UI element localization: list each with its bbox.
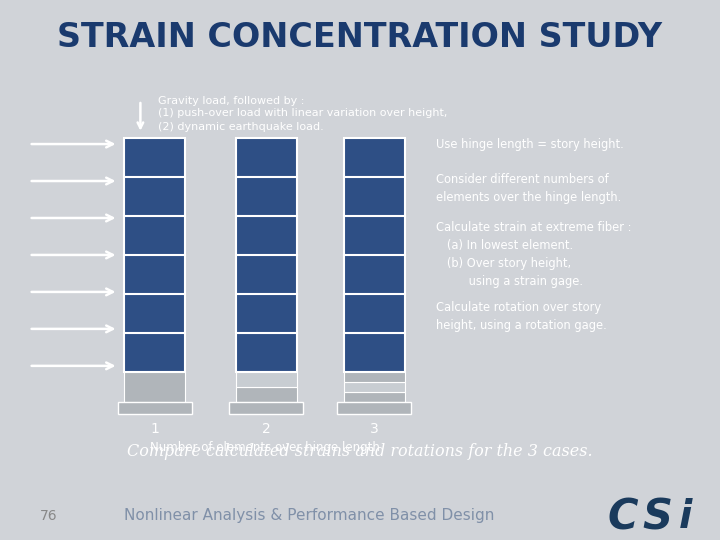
Bar [124, 138, 186, 372]
Bar [344, 382, 405, 392]
Text: Nonlinear Analysis & Performance Based Design: Nonlinear Analysis & Performance Based D… [125, 508, 495, 523]
Text: 2: 2 [262, 422, 271, 436]
Text: S: S [642, 496, 672, 538]
Bar [344, 372, 405, 382]
Text: 76: 76 [40, 509, 57, 523]
Text: (1) push-over load with linear variation over height,: (1) push-over load with linear variation… [158, 109, 448, 118]
Text: i: i [679, 498, 692, 536]
Text: Consider different numbers of
elements over the hinge length.: Consider different numbers of elements o… [436, 173, 621, 204]
Bar [337, 402, 412, 414]
Text: Use hinge length = story height.: Use hinge length = story height. [436, 138, 624, 151]
Text: Gravity load, followed by :: Gravity load, followed by : [158, 96, 305, 106]
Text: Calculate rotation over story
height, using a rotation gage.: Calculate rotation over story height, us… [436, 301, 606, 332]
Text: STRAIN CONCENTRATION STUDY: STRAIN CONCENTRATION STUDY [58, 22, 662, 55]
Text: C: C [608, 496, 638, 538]
Bar [236, 138, 297, 372]
Text: (2) dynamic earthquake load.: (2) dynamic earthquake load. [158, 122, 324, 132]
Text: Number of elements over hinge length: Number of elements over hinge length [150, 441, 380, 454]
Bar [236, 372, 297, 387]
Bar [344, 392, 405, 402]
Text: Calculate strain at extreme fiber :
   (a) In lowest element.
   (b) Over story : Calculate strain at extreme fiber : (a) … [436, 221, 631, 288]
Text: 1: 1 [150, 422, 159, 436]
Bar [344, 138, 405, 372]
Bar [117, 402, 192, 414]
Text: Compare calculated strains and rotations for the 3 cases.: Compare calculated strains and rotations… [127, 443, 593, 460]
Bar [229, 402, 304, 414]
Bar [124, 372, 186, 402]
Bar [236, 387, 297, 402]
Text: 3: 3 [370, 422, 379, 436]
